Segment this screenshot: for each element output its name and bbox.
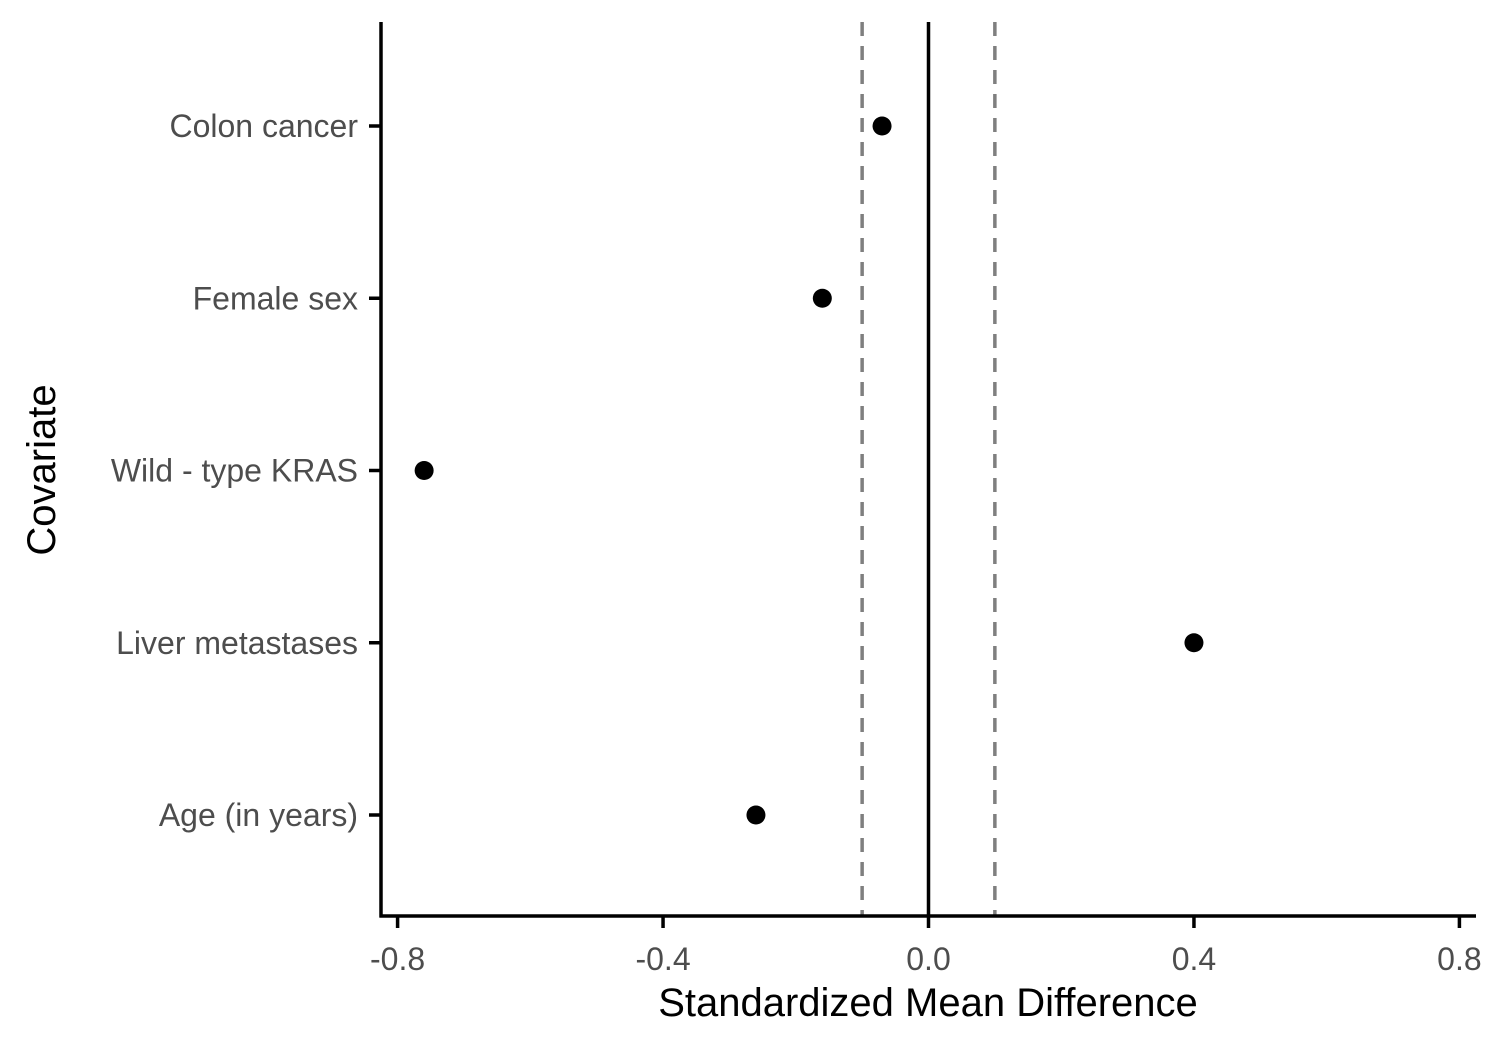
x-axis-title: Standardized Mean Difference xyxy=(658,981,1198,1025)
data-point xyxy=(1184,633,1204,653)
x-tick-label: 0.0 xyxy=(906,941,950,977)
y-tick-label: Colon cancer xyxy=(169,108,358,144)
y-tick-label: Wild - type KRAS xyxy=(111,453,358,489)
x-tick-label: 0.4 xyxy=(1172,941,1216,977)
y-tick-label: Female sex xyxy=(193,280,358,316)
reference-lines xyxy=(860,22,997,916)
y-axis-title: Covariate xyxy=(20,384,64,555)
data-point xyxy=(872,116,892,136)
y-tick-label: Liver metastases xyxy=(116,625,358,661)
x-tick-label: 0.8 xyxy=(1437,941,1481,977)
x-tick-labels: -0.8 -0.4 0.0 0.4 0.8 xyxy=(370,941,1482,977)
y-tick-labels: Colon cancer Female sex Wild - type KRAS Li… xyxy=(111,108,359,833)
data-point xyxy=(812,288,832,308)
data-points xyxy=(414,116,1204,825)
data-point xyxy=(746,805,766,825)
axes xyxy=(369,22,1476,928)
data-point xyxy=(414,461,434,480)
y-tick-label: Age (in years) xyxy=(159,797,358,833)
x-tick-label: -0.4 xyxy=(635,941,690,977)
x-tick-label: -0.8 xyxy=(370,941,425,977)
